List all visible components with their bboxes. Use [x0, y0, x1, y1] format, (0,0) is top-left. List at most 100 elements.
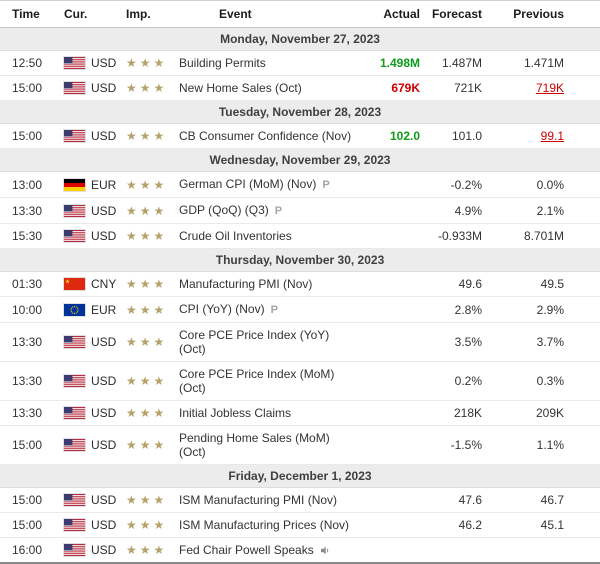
forecast-cell: 1.487M: [425, 50, 487, 76]
table-header-row: Time Cur. Imp. Event Actual Forecast Pre…: [0, 0, 600, 28]
currency-cell: USD: [58, 322, 122, 362]
forecast-cell: 46.2: [425, 512, 487, 538]
previous-cell: 99.1: [487, 123, 600, 149]
actual-cell: [365, 171, 425, 198]
date-group-label: Thursday, November 30, 2023: [0, 248, 600, 272]
previous-value: 45.1: [540, 518, 564, 532]
actual-cell: [365, 271, 425, 297]
actual-cell: [365, 400, 425, 426]
importance-cell: ★★★: [122, 50, 175, 76]
currency-code: EUR: [91, 302, 117, 317]
importance-cell: ★★★: [122, 296, 175, 323]
event-cell: New Home Sales (Oct): [175, 75, 365, 101]
preliminary-release-icon: P: [322, 179, 330, 191]
currency-cell: USD: [58, 75, 122, 101]
event-time: 15:30: [0, 223, 58, 249]
previous-value: 1.1%: [536, 438, 564, 452]
event-link[interactable]: Core PCE Price Index (YoY): [179, 328, 330, 342]
previous-cell: 46.7: [487, 487, 600, 513]
previous-cell: 8.701M: [487, 223, 600, 249]
date-group-row: Tuesday, November 28, 2023: [0, 100, 600, 124]
col-header-currency: Cur.: [58, 0, 122, 28]
importance-cell: ★★★: [122, 123, 175, 149]
previous-cell: 49.5: [487, 271, 600, 297]
col-header-importance: Imp.: [122, 0, 175, 28]
event-cell: Building Permits: [175, 50, 365, 76]
us-flag-icon: [64, 407, 85, 419]
event-cell: CPI (YoY) (Nov) P: [175, 296, 365, 323]
event-link[interactable]: Crude Oil Inventories: [179, 229, 292, 243]
forecast-cell: [425, 537, 487, 564]
previous-value: 0.0%: [536, 177, 564, 192]
event-link[interactable]: Fed Chair Powell Speaks: [179, 543, 314, 557]
previous-cell: 719K: [487, 75, 600, 101]
event-link[interactable]: German CPI (MoM) (Nov): [179, 177, 317, 191]
event-time: 15:00: [0, 75, 58, 101]
actual-cell: [365, 425, 425, 465]
importance-stars-icon: ★★★: [126, 543, 168, 557]
event-link[interactable]: Building Permits: [179, 56, 266, 70]
importance-stars-icon: ★★★: [126, 203, 168, 218]
event-link[interactable]: Core PCE Price Index (MoM): [179, 367, 335, 381]
event-cell: ISM Manufacturing PMI (Nov): [175, 487, 365, 513]
previous-value: 99.1: [540, 129, 564, 143]
event-time: 15:00: [0, 487, 58, 513]
us-flag-icon: [64, 336, 85, 348]
currency-code: USD: [91, 438, 117, 452]
cn-flag-icon: [64, 278, 85, 290]
event-row: 13:30 USD ★★★ Core PCE Price Index (YoY) (Oc…: [0, 322, 600, 362]
currency-cell: EUR: [58, 296, 122, 323]
event-link[interactable]: GDP (QoQ) (Q3): [179, 203, 269, 217]
event-link[interactable]: ISM Manufacturing PMI (Nov): [179, 493, 338, 507]
forecast-cell: 49.6: [425, 271, 487, 297]
actual-cell: [365, 487, 425, 513]
event-time: 13:30: [0, 361, 58, 401]
event-cell: CB Consumer Confidence (Nov): [175, 123, 365, 149]
event-link[interactable]: CB Consumer Confidence (Nov): [179, 129, 352, 143]
importance-stars-icon: ★★★: [126, 56, 168, 70]
event-link[interactable]: Pending Home Sales (MoM): [179, 431, 330, 445]
event-cell: Core PCE Price Index (YoY) (Oct): [175, 322, 365, 362]
importance-stars-icon: ★★★: [126, 406, 168, 420]
event-row: 12:50 USD ★★★ Building Permits 1.498M 1.487M 1…: [0, 50, 600, 76]
event-cell: Fed Chair Powell Speaks: [175, 537, 365, 564]
event-row: 15:30 USD ★★★ Crude Oil Inventories -0.933M 8…: [0, 223, 600, 249]
forecast-cell: 2.8%: [425, 296, 487, 323]
forecast-cell: 47.6: [425, 487, 487, 513]
event-time: 13:30: [0, 197, 58, 224]
previous-value: 46.7: [540, 493, 564, 507]
forecast-value: 47.6: [458, 493, 482, 507]
event-link[interactable]: New Home Sales (Oct): [179, 81, 302, 95]
currency-code: USD: [91, 229, 117, 243]
event-link[interactable]: ISM Manufacturing Prices (Nov): [179, 518, 350, 532]
event-link[interactable]: CPI (YoY) (Nov): [179, 302, 265, 316]
forecast-cell: 3.5%: [425, 322, 487, 362]
event-row: 13:30 USD ★★★ Core PCE Price Index (MoM) (Oc…: [0, 361, 600, 401]
event-link[interactable]: Manufacturing PMI (Nov): [179, 277, 313, 291]
importance-stars-icon: ★★★: [126, 335, 168, 349]
us-flag-icon: [64, 82, 85, 94]
date-group-row: Monday, November 27, 2023: [0, 27, 600, 51]
de-flag-icon: [64, 178, 85, 191]
forecast-cell: 4.9%: [425, 197, 487, 224]
us-flag-icon: [64, 544, 85, 556]
date-group-row: Wednesday, November 29, 2023: [0, 148, 600, 172]
previous-cell: 0.3%: [487, 361, 600, 401]
us-flag-icon: [64, 230, 85, 242]
event-cell: German CPI (MoM) (Nov) P: [175, 171, 365, 198]
event-line2: (Oct): [179, 381, 206, 395]
event-link[interactable]: Initial Jobless Claims: [179, 406, 292, 420]
importance-stars-icon: ★★★: [126, 374, 168, 388]
importance-stars-icon: ★★★: [126, 302, 168, 317]
actual-cell: [365, 512, 425, 538]
date-group-label: Wednesday, November 29, 2023: [0, 148, 600, 172]
event-cell: Manufacturing PMI (Nov): [175, 271, 365, 297]
importance-stars-icon: ★★★: [126, 177, 168, 192]
event-row: 15:00 USD ★★★ ISM Manufacturing Prices (Nov…: [0, 512, 600, 538]
previous-cell: 45.1: [487, 512, 600, 538]
importance-stars-icon: ★★★: [126, 438, 168, 452]
us-flag-icon: [64, 375, 85, 387]
actual-value: 679K: [391, 81, 420, 95]
currency-code: EUR: [91, 177, 117, 192]
